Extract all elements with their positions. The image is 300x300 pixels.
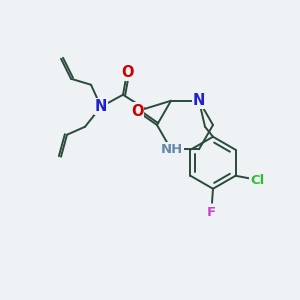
- Text: N: N: [95, 99, 107, 114]
- Text: O: O: [121, 65, 133, 80]
- Text: F: F: [206, 206, 216, 219]
- Text: N: N: [193, 93, 205, 108]
- Text: O: O: [131, 103, 143, 118]
- Text: Cl: Cl: [250, 174, 265, 187]
- Text: NH: NH: [161, 143, 183, 156]
